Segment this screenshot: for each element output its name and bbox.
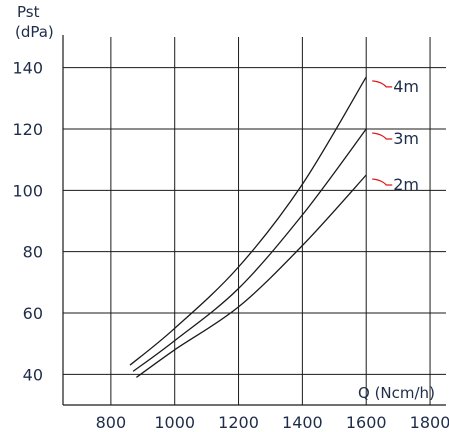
series-lines: [129, 76, 367, 378]
tick-labels: 800 1000 1200 1400 1600 1800 40 60 80 100 120 140: [12, 59, 449, 432]
x-tick-label: 1400: [282, 413, 323, 432]
x-tick-label: 1200: [218, 413, 259, 432]
y-tick-label: 80: [23, 243, 43, 262]
series-line-4m: [129, 76, 367, 366]
grid: [63, 37, 446, 405]
x-tick-label: 1000: [154, 413, 195, 432]
y-tick-label: 120: [12, 120, 43, 139]
series-labels: 4m 3m 2m: [372, 77, 419, 194]
label-leader-4m: [372, 80, 393, 88]
series-label-4m: 4m: [393, 77, 419, 96]
y-tick-label: 40: [23, 365, 43, 384]
label-leader-2m: [372, 178, 393, 186]
y-tick-label: 60: [23, 304, 43, 323]
x-tick-label: 1600: [346, 413, 387, 432]
x-tick-label: 1800: [410, 413, 449, 432]
label-leader-3m: [372, 132, 393, 140]
y-axis-title-line1: Pst: [17, 3, 40, 21]
y-tick-label: 140: [12, 59, 43, 78]
series-line-2m: [136, 174, 367, 378]
x-tick-label: 800: [96, 413, 127, 432]
y-axis-title-line2: (dPa): [15, 23, 54, 41]
series-label-3m: 3m: [393, 129, 419, 148]
series-line-3m: [132, 128, 367, 372]
x-axis-title: Q (Ncm/h): [358, 384, 435, 402]
series-label-2m: 2m: [393, 175, 419, 194]
y-tick-label: 100: [12, 181, 43, 200]
axes: [62, 35, 446, 406]
